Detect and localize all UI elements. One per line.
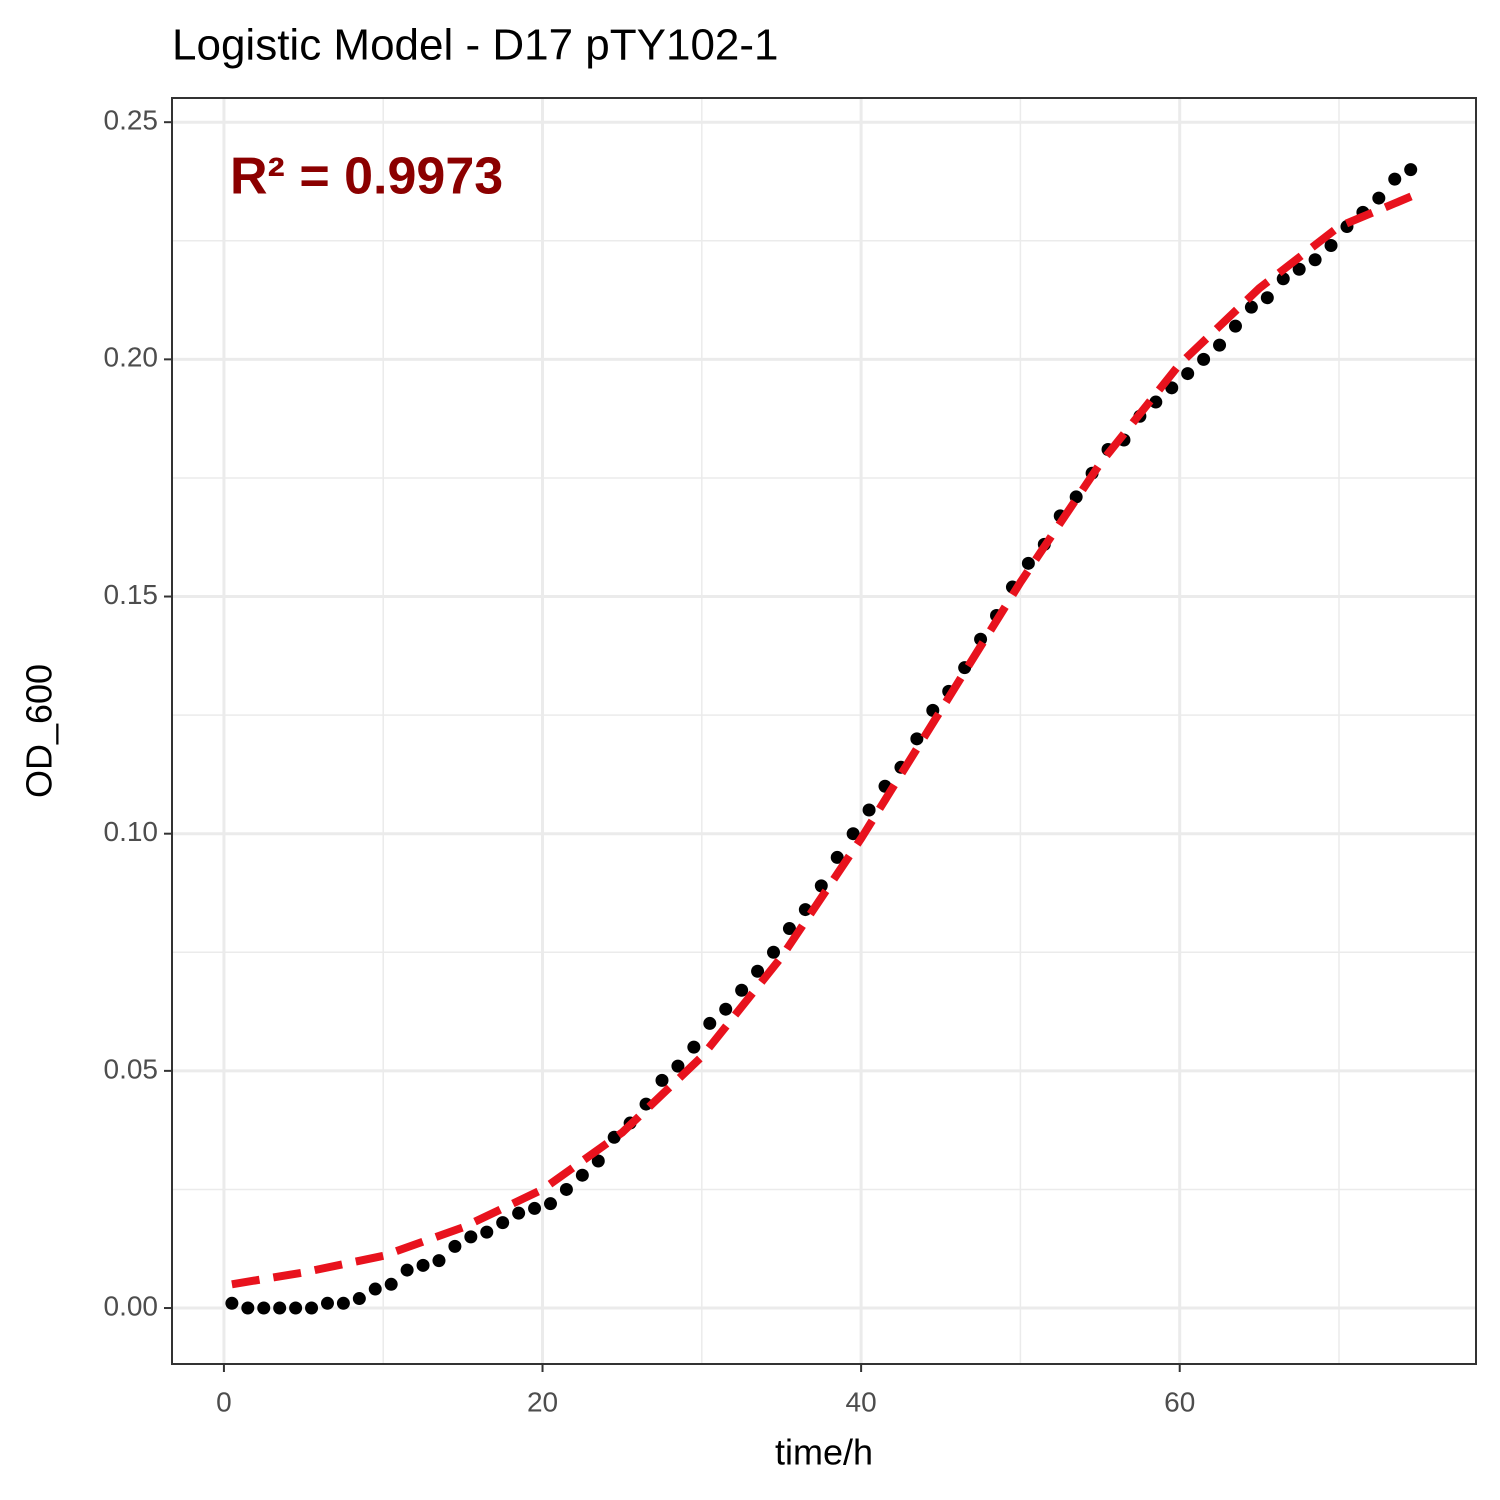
point [1149,395,1163,409]
point [910,732,924,746]
point [655,1073,669,1087]
point [416,1258,430,1272]
y-tick-label: 0.10 [104,816,159,847]
panel [172,98,1476,1364]
point [320,1296,334,1310]
y-tick-label: 0.15 [104,579,159,610]
point [1308,253,1322,267]
point [1181,367,1195,381]
point [1213,338,1227,352]
point [1021,556,1035,570]
point [1069,490,1083,504]
point [225,1296,239,1310]
point [1292,262,1306,276]
y-axis-title: OD_600 [19,664,60,798]
x-axis-title: time/h [775,1432,873,1473]
y-tick-label: 0.00 [104,1290,159,1321]
point [496,1216,510,1230]
point [639,1097,653,1111]
point [352,1292,366,1306]
point [687,1040,701,1054]
point [1228,319,1242,333]
y-tick-label: 0.05 [104,1053,159,1084]
point [432,1254,446,1268]
point [1260,291,1274,305]
point [543,1197,557,1211]
point [1404,163,1418,177]
point [830,850,844,864]
point [257,1301,271,1315]
point [814,879,828,893]
point [974,632,988,646]
point [273,1301,287,1315]
point [767,945,781,959]
x-tick-label: 60 [1164,1386,1195,1417]
point [384,1277,398,1291]
point [751,964,765,978]
point [846,827,860,841]
point [1372,191,1386,205]
point [735,983,749,997]
point [862,803,876,817]
point [464,1230,478,1244]
x-tick-label: 40 [846,1386,877,1417]
chart-title: Logistic Model - D17 pTY102-1 [172,21,779,70]
point [289,1301,303,1315]
y-tick-label: 0.20 [104,342,159,373]
point [448,1239,462,1253]
point [1244,300,1258,314]
point [1276,272,1290,286]
point [480,1225,494,1239]
x-tick-label: 20 [527,1386,558,1417]
point [591,1154,605,1168]
point [575,1168,589,1182]
point [719,1002,733,1016]
marks [225,163,1421,1315]
axes: 0 20 40 60 0.00 0.05 0.10 0.15 0.20 0.25 [104,105,1196,1418]
annotation: R² = 0.9973 [230,148,503,206]
point [782,922,796,936]
point [1388,172,1402,186]
point [241,1301,255,1315]
point [559,1182,573,1196]
panel-border [171,97,1477,1365]
point [671,1059,685,1073]
point [512,1206,526,1220]
point [1197,352,1211,366]
point [336,1296,350,1310]
grid [172,98,1476,1364]
fit-line [231,189,1421,1289]
y-tick-label: 0.25 [104,105,159,136]
point [368,1282,382,1296]
point [528,1201,542,1215]
point [1324,239,1338,253]
point [305,1301,319,1315]
point [703,1016,717,1030]
point [400,1263,414,1277]
point [1165,381,1179,395]
x-tick-label: 0 [216,1386,232,1417]
